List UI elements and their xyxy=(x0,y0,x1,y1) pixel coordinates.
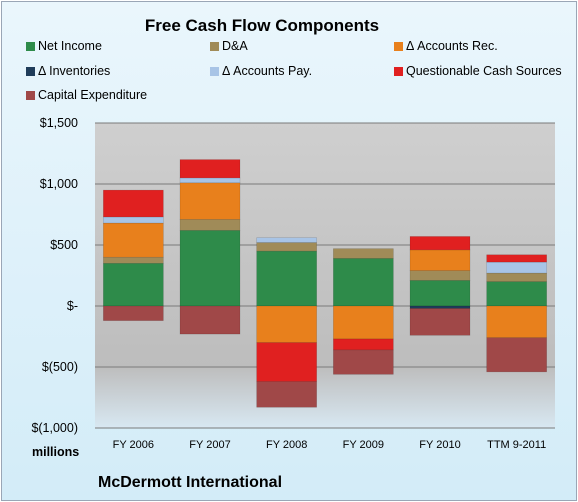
x-tick-label: TTM 9-2011 xyxy=(487,439,546,451)
legend-item-accounts-pay: Δ Accounts Pay. xyxy=(210,64,312,78)
bar-segment xyxy=(103,256,164,264)
legend-label: Net Income xyxy=(38,39,102,53)
bar-segment xyxy=(409,249,471,271)
bar-segment xyxy=(103,216,164,224)
bar-segment xyxy=(486,281,547,307)
y-tick-label: $(1,000) xyxy=(31,421,78,435)
bar-segment xyxy=(409,270,471,281)
bar-segment xyxy=(179,305,241,335)
bar-segment xyxy=(256,242,317,252)
y-tick-label: $1,500 xyxy=(40,116,78,130)
y-axis-units: millions xyxy=(32,445,80,459)
bar-segment xyxy=(409,280,471,307)
legend-swatch xyxy=(26,42,35,51)
bar-segment xyxy=(333,305,394,340)
bar-segment xyxy=(179,219,241,231)
legend-swatch xyxy=(210,67,219,76)
bar-segment xyxy=(486,261,547,274)
bar-segment xyxy=(333,349,394,375)
bar-segment xyxy=(103,222,164,258)
plot-background xyxy=(95,123,555,428)
bar-segment xyxy=(409,305,471,309)
bar-segment xyxy=(409,308,471,336)
legend-swatch xyxy=(394,42,403,51)
bar-segment xyxy=(256,237,317,243)
bar-segment xyxy=(103,305,164,321)
bar-segment xyxy=(256,381,317,408)
legend-label: Capital Expenditure xyxy=(38,88,148,102)
y-tick-label: $- xyxy=(67,299,78,313)
legend-label: Questionable Cash Sources xyxy=(406,64,562,78)
legend-swatch xyxy=(210,42,219,51)
x-tick-label: FY 2007 xyxy=(189,439,230,451)
bar-segment xyxy=(333,258,394,307)
y-tick-label: $(500) xyxy=(42,360,78,374)
chart-title: Free Cash Flow Components xyxy=(144,16,380,35)
legend-label: Δ Accounts Pay. xyxy=(222,64,313,78)
bar-segment xyxy=(486,305,547,339)
bar-segment xyxy=(486,337,547,373)
bar-segment xyxy=(179,182,241,220)
bar-segment xyxy=(103,262,164,307)
legend-item-questionable: Questionable Cash Sources xyxy=(394,64,562,78)
bar-segment xyxy=(486,254,547,263)
legend-label: Δ Inventories xyxy=(38,64,111,78)
legend-item-capex: Capital Expenditure xyxy=(26,88,147,102)
company-name: McDermott International xyxy=(98,474,283,491)
bar-segment xyxy=(486,272,547,282)
x-tick-label: FY 2010 xyxy=(419,439,460,451)
bar-segment xyxy=(179,177,241,184)
bar-segment xyxy=(333,338,394,351)
legend-swatch xyxy=(394,67,403,76)
y-tick-label: $500 xyxy=(50,238,78,252)
legend-swatch xyxy=(26,91,35,100)
bar-segment xyxy=(256,305,317,343)
legend-swatch xyxy=(26,67,35,76)
bar-segment xyxy=(179,159,241,179)
legend-item-net-income: Net Income xyxy=(26,39,102,53)
bar-segment xyxy=(179,230,241,307)
bar-segment xyxy=(256,250,317,307)
legend-label: D&A xyxy=(222,39,248,53)
legend-item-inventories: Δ Inventories xyxy=(26,64,110,78)
x-tick-label: FY 2006 xyxy=(113,439,154,451)
y-tick-label: $1,000 xyxy=(40,177,78,191)
bar-segment xyxy=(333,248,394,259)
x-tick-label: FY 2009 xyxy=(343,439,384,451)
legend-label: Δ Accounts Rec. xyxy=(406,39,498,53)
bar-segment xyxy=(256,342,317,382)
legend-item-d-and-a: D&A xyxy=(210,39,248,53)
bar-segment xyxy=(409,236,471,251)
legend-item-accounts-rec: Δ Accounts Rec. xyxy=(394,39,498,53)
x-tick-label: FY 2008 xyxy=(266,439,307,451)
bar-segment xyxy=(103,189,164,218)
